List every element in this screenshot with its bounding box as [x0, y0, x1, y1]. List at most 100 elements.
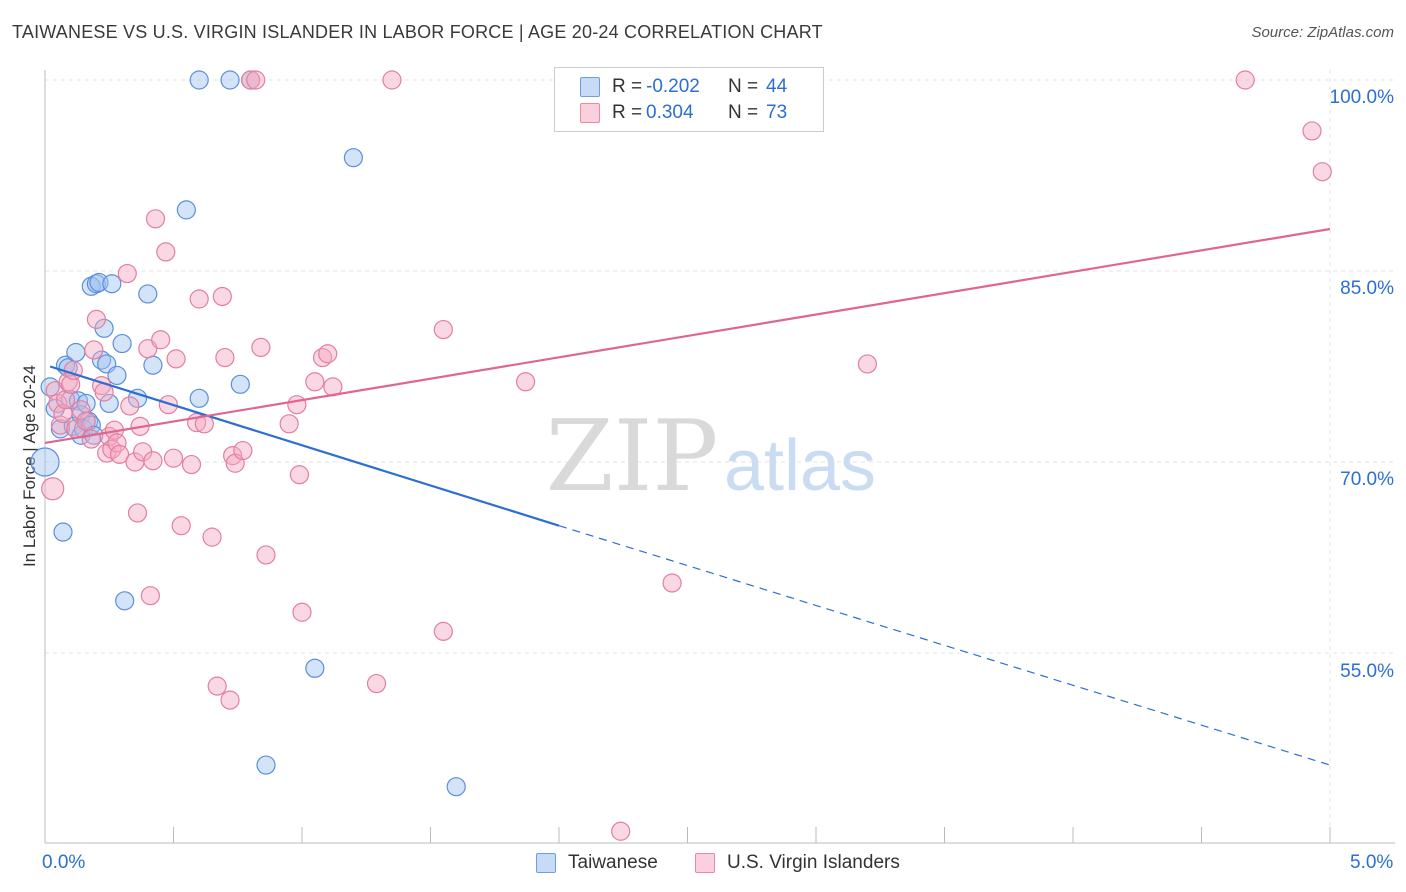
virgin-islander-point [662, 573, 682, 593]
legend-swatch-virgin-islanders [580, 103, 600, 123]
watermark-atlas: atlas [724, 426, 876, 506]
taiwanese-point [30, 447, 60, 477]
virgin-islander-point [120, 396, 140, 416]
legend-row-virgin-islanders: R = 0.304 N = 73 [580, 101, 787, 125]
virgin-islander-point [158, 395, 178, 415]
virgin-islander-point [117, 263, 137, 284]
taiwanese-point [102, 274, 122, 294]
x-tick-label-max: 5.0% [1350, 852, 1394, 873]
taiwanese-trend-line [49, 365, 560, 527]
taiwanese-point [230, 374, 250, 394]
virgin-islander-point [145, 209, 166, 229]
taiwanese-point [220, 70, 240, 90]
taiwanese-point [53, 522, 73, 542]
taiwanese-point [58, 358, 78, 378]
taiwanese-point [127, 388, 148, 408]
virgin-islander-point [202, 527, 222, 547]
axes [44, 70, 1395, 844]
virgin-islander-point [433, 621, 453, 641]
virgin-islander-point [223, 446, 243, 466]
virgin-islander-point [140, 586, 160, 606]
legend-n-value: 73 [766, 102, 788, 123]
virgin-islander-point [318, 344, 338, 364]
virgin-islander-point [1302, 121, 1322, 141]
virgin-islander-point [433, 319, 453, 340]
virgin-islander-point [107, 433, 127, 453]
taiwanese-point [138, 284, 158, 304]
taiwanese-point [99, 393, 119, 414]
virgin-islander-point [366, 673, 387, 694]
virgin-islander-point [1235, 70, 1255, 90]
taiwanese-point [305, 658, 325, 678]
virgin-islander-point [256, 545, 276, 565]
x-tick-label-min: 0.0% [42, 852, 86, 873]
virgin-islander-point [241, 70, 261, 90]
legend-r-value: -0.202 [646, 76, 700, 97]
watermark: ZIP atlas [546, 400, 876, 514]
virgin-islander-point [292, 602, 312, 622]
bottom-legend-label-virgin-islanders: U.S. Virgin Islanders [727, 852, 900, 873]
virgin-islander-point [171, 516, 191, 536]
virgin-islander-point [611, 821, 631, 841]
taiwanese-point [143, 355, 163, 375]
virgin-islander-point [305, 372, 325, 392]
virgin-islander-point [233, 440, 253, 461]
legend-r-label: R = [612, 102, 643, 123]
virgin-islander-point [246, 70, 266, 90]
y-tick-label-55: 55.0% [1340, 661, 1394, 682]
y-tick-label-85: 85.0% [1340, 278, 1394, 299]
virgin-islander-point [127, 503, 148, 523]
taiwanese-point [115, 591, 135, 611]
virgin-islander-point [181, 454, 202, 475]
stats-legend: R = -0.202 N = 44 R = 0.304 N = 73 [554, 67, 824, 132]
y-tick-label-100: 100.0% [1329, 87, 1394, 108]
chart-title: TAIWANESE VS U.S. VIRGIN ISLANDER IN LAB… [12, 22, 823, 42]
virgin-islander-point [109, 444, 130, 464]
virgin-islander-point [163, 448, 184, 468]
legend-n-label: N = [728, 76, 759, 97]
virgin-islander-point [215, 347, 235, 368]
virgin-islander-point [143, 451, 163, 471]
taiwanese-point [189, 70, 209, 90]
virgin-islander-point [279, 414, 299, 434]
virgin-islander-point [1312, 162, 1332, 182]
watermark-zip: ZIP [546, 400, 719, 514]
legend-r-label: R = [612, 76, 643, 97]
virgin-islander-point [212, 286, 232, 307]
virgin-islander-point [53, 404, 73, 424]
virgin-islander-point [287, 395, 307, 415]
trend-layer [44, 227, 1331, 766]
virgin-islander-point [189, 289, 209, 309]
virgin-islander-point [50, 415, 71, 435]
virgin-islander-point [166, 349, 186, 369]
virgin-islander-point [76, 411, 96, 431]
taiwanese-point [256, 755, 276, 775]
taiwanese-point [40, 377, 60, 397]
bottom-legend-virgin-islanders: U.S. Virgin Islanders [695, 852, 900, 874]
taiwanese-point [446, 777, 466, 797]
y-tick-label-70: 70.0% [1340, 469, 1394, 490]
taiwanese-point [112, 333, 132, 354]
taiwanese-trend-extension [558, 525, 1331, 766]
taiwanese-point [107, 365, 127, 386]
virgin-islander-point [86, 309, 107, 329]
virgin-islander-point [151, 330, 171, 350]
taiwanese-point [343, 148, 363, 168]
bottom-legend-taiwanese: Taiwanese [536, 852, 658, 874]
taiwanese-point [176, 200, 196, 220]
virgin-islander-point [207, 676, 227, 696]
points-layer [30, 70, 1332, 841]
legend-row-taiwanese: R = -0.202 N = 44 [580, 75, 787, 99]
virgin-islander-point [515, 372, 536, 392]
virgin-islander-point [220, 690, 240, 710]
virgin-islander-point [81, 429, 101, 449]
virgin-islander-trend-line [44, 227, 1331, 444]
virgin-islander-point [84, 340, 104, 360]
virgin-islander-point [312, 347, 333, 368]
source-label: Source: ZipAtlas.com [1251, 24, 1394, 41]
virgin-islander-point [71, 400, 91, 420]
bottom-legend-swatch-taiwanese [536, 853, 556, 873]
taiwanese-point [91, 350, 112, 370]
virgin-islander-point [41, 477, 65, 501]
